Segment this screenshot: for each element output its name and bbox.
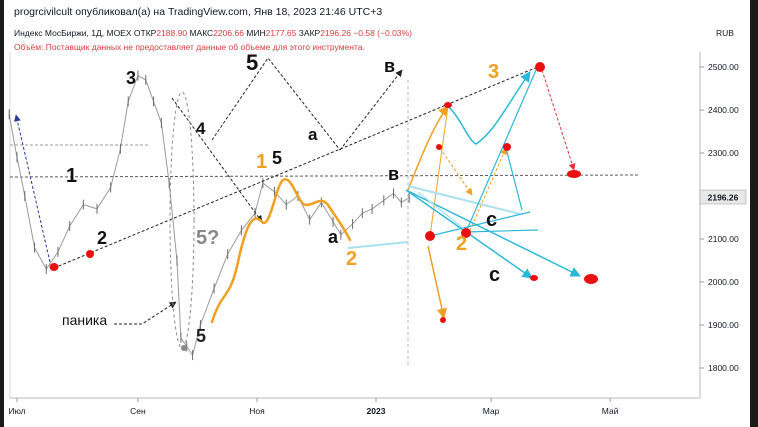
wave-label: a (308, 125, 318, 144)
x-tick-label: Ноя (249, 406, 265, 416)
last-price-label: 2196.26 (708, 193, 739, 203)
panic-ellipse (169, 91, 195, 349)
arrow-wave-4 (171, 97, 263, 223)
arrow-wave-b (339, 69, 403, 151)
line-cyan-mid (505, 147, 523, 211)
pivot-dot (425, 231, 435, 241)
arrow-orange-dashed-2 (467, 147, 507, 236)
arrow-red-dashed (541, 69, 576, 171)
wave-label: с (489, 264, 500, 286)
arrow-orange-dashed-1 (439, 147, 473, 196)
trendline (53, 65, 541, 269)
wave-label: в (384, 56, 395, 76)
x-tick-label: Июл (8, 406, 25, 416)
time-axis: Июл Сен Ноя 2023 Мар Май (8, 398, 619, 416)
currency-label: RUB (716, 28, 734, 38)
close-label: ЗАКР (298, 28, 321, 38)
path-cyan-3 (447, 71, 531, 145)
pivot-dot (49, 263, 59, 271)
pivot-dot (86, 250, 94, 258)
open-label: ОТКР (133, 28, 157, 38)
y-tick-label: 1800.00 (708, 363, 739, 373)
path-wave-5 (211, 57, 341, 151)
y-tick-label: 1900.00 (708, 320, 739, 330)
price-axis: 2500.002400.002300.002200.002100.002000.… (700, 62, 739, 373)
arrow-navy (14, 114, 51, 263)
low-marker (181, 345, 187, 351)
high-label: МАКС (189, 28, 214, 38)
line-cyan-c (429, 211, 531, 237)
wave-label: 1 (256, 151, 267, 173)
wave-label: 2 (97, 228, 107, 248)
wave-label: 1 (66, 165, 77, 187)
pivot-dot (436, 144, 442, 150)
pivot-dot (567, 170, 581, 178)
wave-label: с (486, 209, 497, 231)
wave-label: 2 (456, 233, 467, 255)
low-label: МИН (246, 28, 266, 38)
x-tick-label: 2023 (367, 406, 386, 416)
wave-path-orange (210, 178, 352, 324)
wave-label: в (388, 164, 399, 184)
low-value: 2177.65 (265, 28, 297, 38)
high-value: 2206.66 (213, 28, 244, 38)
volume-note: Объём: Поставщик данных не предоставляет… (14, 42, 365, 52)
y-tick-label: 2400.00 (708, 105, 739, 115)
publication-caption: progrcivilcult опубликовал(а) на Trading… (14, 6, 383, 18)
panic-label: паника (62, 312, 107, 328)
projection-light-1 (347, 241, 409, 249)
panic-pointer (114, 301, 177, 325)
last-price-tag (699, 189, 747, 205)
close-value: 2196.26 (320, 28, 351, 38)
x-tick-label: Мар (483, 406, 500, 416)
arrow-cyan-c2 (405, 189, 581, 277)
arrow-orange-up (407, 105, 449, 191)
x-tick-label: Сен (130, 406, 146, 416)
y-tick-label: 2500.00 (708, 62, 739, 72)
wave-label: 3 (126, 68, 136, 88)
change-value: −0.58 (−0.03%) (353, 28, 412, 38)
pivot-dot (503, 143, 511, 151)
x-tick-label: Май (602, 406, 619, 416)
wave-label: 5 (246, 50, 258, 75)
open-value: 2188.90 (156, 28, 188, 38)
pivot-dot (440, 317, 446, 323)
wave-label: 5 (196, 326, 206, 346)
y-tick-label: 2300.00 (708, 148, 739, 158)
wave-label: 2 (346, 248, 357, 270)
wave-label: 3 (488, 61, 499, 83)
pivot-dot (444, 102, 452, 108)
wave-label: a (328, 227, 339, 247)
chart-frame: progrcivilcult опубликовал(а) на Trading… (4, 0, 750, 427)
pivot-dot (530, 275, 538, 281)
line-cyan-up (465, 69, 537, 233)
line-orange-3 (429, 105, 449, 237)
line-cyan-light (417, 191, 469, 233)
y-tick-label: 2000.00 (708, 277, 739, 287)
ohlc-legend: Индекс МосБиржи, 1Д, MOEX ОТКР2188.90 МА… (14, 28, 412, 38)
wave-label: 5? (196, 227, 219, 249)
level-line-middle (9, 174, 639, 178)
instrument-name: Индекс МосБиржи, 1Д, MOEX (14, 28, 132, 38)
y-tick-label: 2100.00 (708, 234, 739, 244)
arrow-orange-down (427, 245, 448, 320)
pivot-dot (535, 62, 545, 72)
wave-label: 4 (196, 119, 206, 138)
line-cyan-c3 (465, 229, 539, 233)
projection-light-2 (407, 185, 521, 215)
pivot-dot (461, 228, 471, 238)
pivot-dot (584, 274, 598, 284)
wave-label: 5 (272, 148, 282, 168)
